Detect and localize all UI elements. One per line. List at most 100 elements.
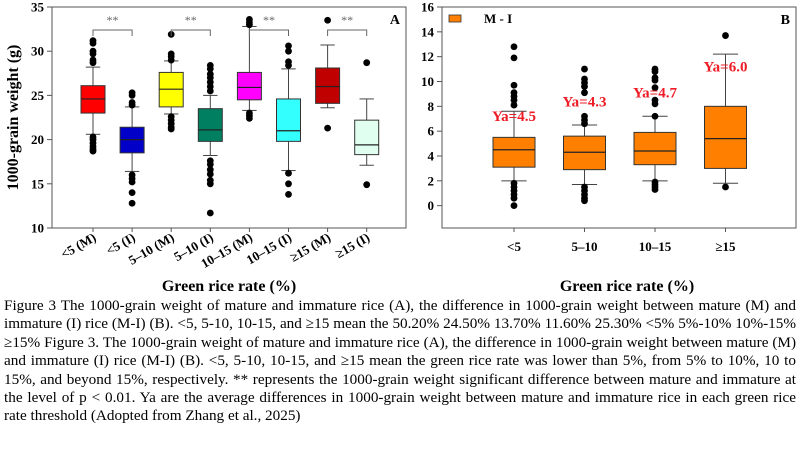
outlier-point [89, 50, 97, 58]
y-tick-label: 14 [421, 24, 435, 39]
y-tick-label: 20 [31, 132, 44, 147]
y-tick-label: 10 [31, 221, 44, 236]
ya-annotation: Ya=4.3 [563, 94, 607, 110]
x-axis-title: Green rice rate (%) [162, 278, 296, 295]
y-tick-label: 0 [428, 198, 435, 213]
outlier-point [510, 194, 518, 202]
y-tick-label: 15 [31, 176, 45, 191]
x-axis-title: Green rice rate (%) [560, 278, 694, 295]
x-tick-label: 5–10 [572, 239, 598, 254]
x-tick-label: <5 [507, 239, 521, 254]
y-tick-label: 10 [421, 74, 434, 89]
outlier-point [206, 170, 214, 178]
outlier-point [246, 114, 253, 122]
outlier-point [510, 202, 518, 210]
outlier-point [89, 39, 97, 47]
y-tick-label: 4 [428, 148, 435, 163]
box-iqr [276, 98, 301, 142]
outlier-point [167, 125, 175, 133]
x-tick-label: 10–15 (I) [244, 230, 294, 268]
box-iqr [236, 71, 262, 101]
outlier-point [89, 147, 97, 155]
y-tick-label: 12 [421, 49, 434, 64]
outlier-point [167, 56, 175, 64]
significance-label: ** [341, 13, 353, 27]
box-plot-0 [80, 37, 106, 155]
box-iqr [633, 131, 677, 166]
box-plot-2 [633, 65, 677, 193]
outlier-point [363, 181, 371, 189]
y-tick-label: 16 [421, 0, 435, 15]
outlier-point [285, 42, 292, 50]
box-iqr [492, 136, 536, 168]
significance-bracket [248, 29, 289, 36]
y-tick-label: 2 [428, 173, 435, 188]
outlier-point [510, 54, 518, 62]
x-tick-label: 10–15 [639, 239, 672, 254]
box-plot-4 [236, 15, 262, 122]
outlier-point [324, 124, 331, 132]
panel-b-chart: 0 2 4 6 8 10 12 14 16 <5 5–10 10–15 ≥15 Green rice ra… [421, 0, 797, 295]
outlier-point [206, 180, 214, 188]
panel-label: A [390, 13, 401, 28]
significance-bracket [92, 29, 133, 36]
box-plot-0 [492, 43, 536, 210]
ya-annotation: Ya=4.5 [492, 109, 536, 125]
significance-bracket [327, 29, 368, 36]
box-plot-1 [563, 65, 606, 205]
significance-bracket [170, 29, 211, 36]
box-plot-1 [119, 89, 145, 207]
box-plot-3 [197, 61, 223, 217]
outlier-point [510, 81, 518, 89]
box-iqr [704, 105, 747, 169]
outlier-point [128, 101, 136, 109]
box-iqr [354, 119, 380, 156]
significance-label: ** [107, 13, 119, 27]
outlier-point [651, 68, 659, 75]
outlier-point [651, 76, 659, 84]
outlier-point [128, 199, 136, 207]
ya-annotation: Ya=4.7 [633, 86, 677, 102]
y-tick-label: 30 [31, 44, 44, 59]
outlier-point [722, 32, 729, 39]
outlier-point [285, 191, 292, 198]
box-plot-3 [704, 32, 747, 191]
outlier-point [128, 92, 136, 99]
x-tick-label: ≥15 (I) [333, 230, 373, 262]
outlier-point [722, 183, 729, 191]
box-iqr [197, 108, 223, 142]
ya-annotation: Ya=6.0 [704, 60, 748, 76]
outlier-point [206, 65, 214, 73]
outlier-point [128, 178, 136, 186]
legend-swatch [448, 14, 462, 23]
outlier-point [324, 16, 331, 24]
x-tick-label: ≥15 (M) [287, 230, 333, 265]
outlier-point [581, 89, 588, 97]
outlier-point [510, 101, 518, 109]
panel-label: B [781, 13, 790, 28]
outlier-point [651, 186, 659, 193]
legend: M - I [448, 11, 512, 26]
outlier-point [651, 112, 659, 120]
y-tick-label: 35 [31, 0, 45, 15]
y-tick-label: 8 [428, 99, 435, 114]
outlier-point [206, 87, 214, 95]
box-plot-5 [276, 42, 301, 198]
box-iqr [563, 135, 606, 171]
box-plot-6 [315, 16, 341, 132]
outlier-point [581, 65, 588, 73]
outlier-point [510, 96, 518, 104]
outlier-point [285, 61, 292, 69]
y-tick-label: 25 [31, 88, 45, 103]
outlier-point [89, 59, 97, 67]
box-plot-7 [354, 59, 380, 189]
box-plot-2 [158, 31, 184, 133]
significance-label: ** [263, 13, 275, 27]
legend-label: M - I [484, 11, 512, 26]
outlier-point [581, 83, 588, 90]
y-axis-title: 1000-grain weight (g) [5, 45, 22, 191]
outlier-point [206, 209, 214, 217]
outlier-point [285, 169, 292, 177]
